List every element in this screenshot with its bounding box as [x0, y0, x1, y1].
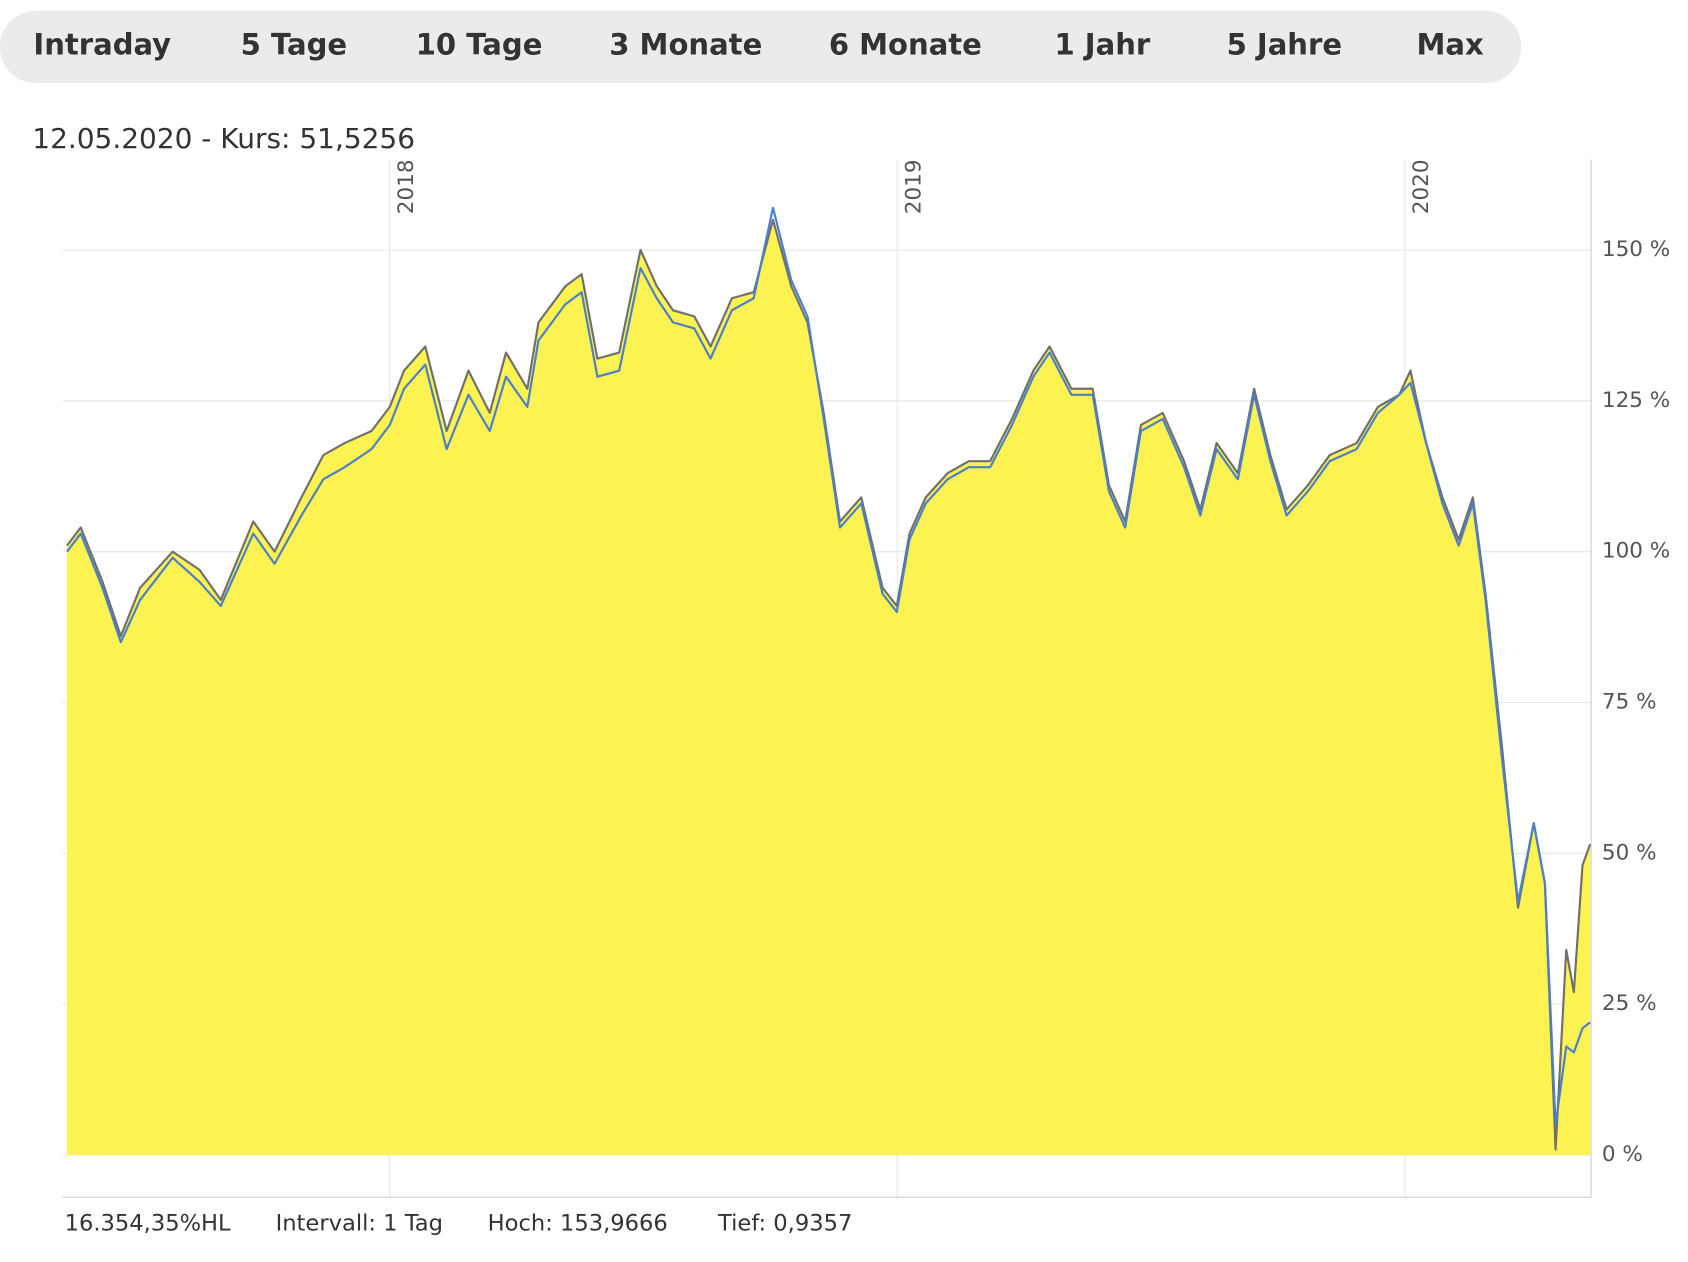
y-tick-label: 125 %	[1602, 388, 1670, 413]
header-text: 12.05.2020 - Kurs: 51,5256	[32, 122, 415, 155]
chart: 0 % 25 % 50 % 75 % 100 % 125 % 150 % 2018 2019 20…	[62, 159, 1670, 1198]
y-tick-label: 25 %	[1602, 991, 1657, 1016]
footer-stat: Tief: 0,9357	[717, 1211, 852, 1237]
tab-button[interactable]: 6 Monate	[829, 27, 982, 61]
footer-stat: Hoch: 153,9666	[488, 1211, 668, 1237]
y-tick-label: 150 %	[1602, 237, 1670, 262]
x-tick-label: 2018	[394, 159, 419, 214]
tab-button[interactable]: 1 Jahr	[1054, 27, 1150, 61]
tab-button[interactable]: Intraday	[33, 27, 171, 61]
x-tick-label: 2020	[1409, 159, 1434, 214]
x-tick-label: 2019	[902, 159, 927, 214]
footer: 16.354,35%HL Intervall: 1 Tag Hoch: 153,96…	[65, 1211, 853, 1237]
tab-button[interactable]: 5 Jahre	[1227, 27, 1342, 61]
tab-button[interactable]: Max	[1416, 27, 1484, 61]
y-tick-label: 0 %	[1602, 1142, 1643, 1167]
tab-button[interactable]: 3 Monate	[609, 27, 762, 61]
y-tick-label: 100 %	[1602, 539, 1670, 564]
footer-stat: 16.354,35%HL	[65, 1211, 231, 1237]
tab-button[interactable]: 10 Tage	[416, 27, 543, 61]
y-tick-label: 50 %	[1602, 840, 1657, 865]
footer-stat: Intervall: 1 Tag	[276, 1211, 443, 1237]
line	[66, 206, 1591, 1126]
area	[67, 219, 1591, 1156]
tab-bar	[0, 10, 1522, 84]
y-tick-label: 75 %	[1602, 690, 1657, 715]
tab-group: Intraday 5 Tage 10 Tage 3 Monate 6 Monate 1 J…	[33, 27, 1484, 61]
tab-button[interactable]: 5 Tage	[241, 27, 348, 61]
